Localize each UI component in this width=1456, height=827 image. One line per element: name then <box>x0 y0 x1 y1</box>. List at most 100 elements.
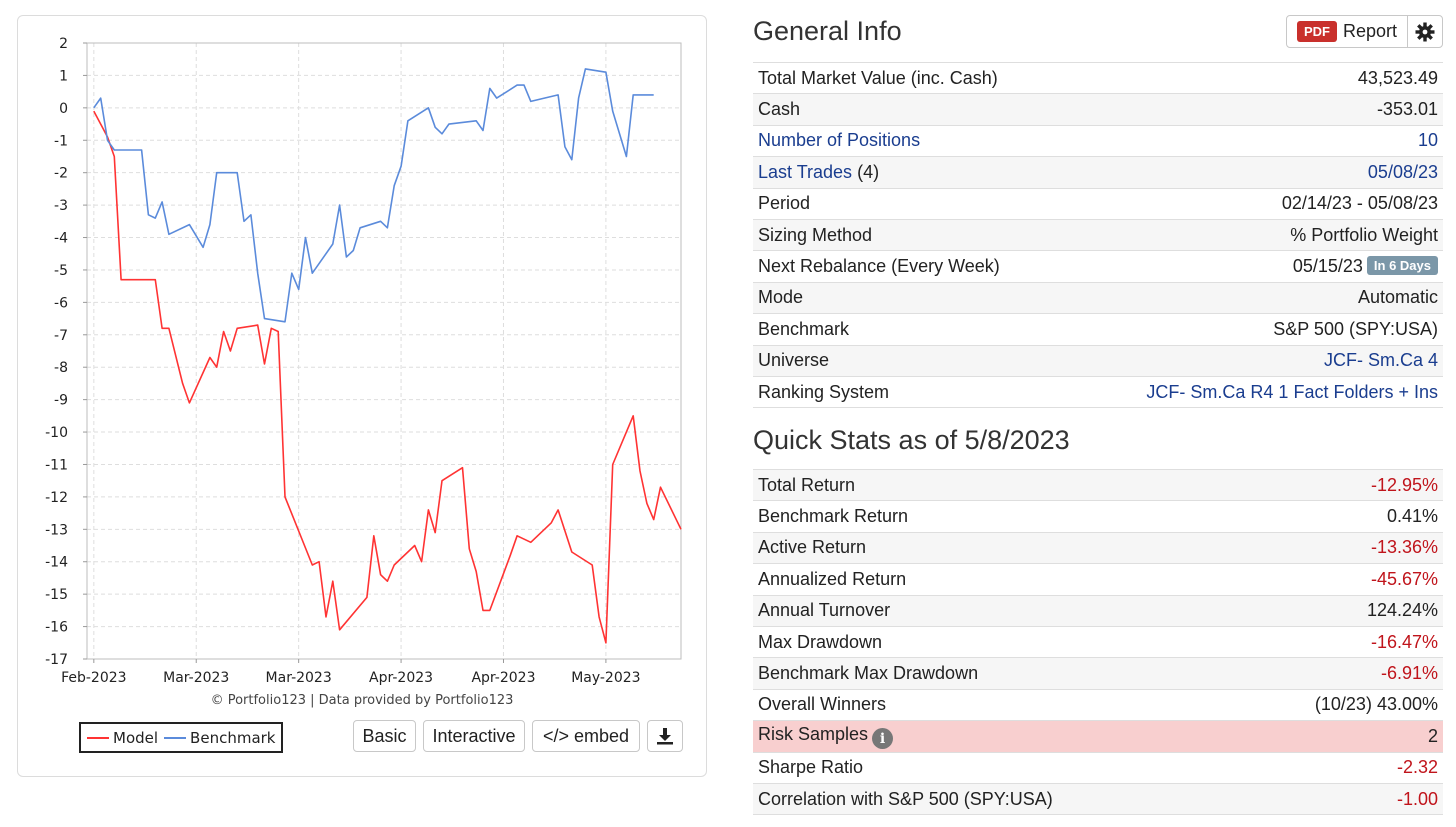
table-row: Annual Turnover 124.24% <box>753 594 1443 627</box>
y-tick-label: -8 <box>54 360 68 376</box>
y-tick-label: -2 <box>54 166 68 182</box>
basic-button[interactable]: Basic <box>353 720 416 752</box>
row-label: Benchmark Max Drawdown <box>753 657 1234 690</box>
row-label: Cash <box>753 93 1067 126</box>
row-value: -2.32 <box>1233 751 1443 784</box>
table-row: Active Return -13.36% <box>753 531 1443 564</box>
gear-icon <box>1415 22 1435 41</box>
table-row: Max Drawdown -16.47% <box>753 625 1443 658</box>
row-label: Sharpe Ratio <box>753 751 1234 784</box>
y-tick-label: -14 <box>45 555 68 571</box>
performance-chart[interactable]: 2 1 0 -1 -2 -3 -4 -5 -6 -7 -8 -9 -10 -11 -12 -13 -14 -15 -… <box>18 16 708 696</box>
table-row: Benchmark Return 0.41% <box>753 500 1443 533</box>
row-value: % Portfolio Weight <box>1066 218 1443 251</box>
row-label: Ranking System <box>753 375 1067 409</box>
row-label: Active Return <box>753 531 1234 564</box>
table-row: Benchmark S&P 500 (SPY:USA) <box>753 313 1443 346</box>
x-tick-label: Apr-2023 <box>369 670 433 686</box>
legend-label-model: Model <box>113 728 159 747</box>
row-value: 43,523.49 <box>1066 61 1443 94</box>
row-value: 0.41% <box>1233 500 1443 533</box>
y-tick-label: -15 <box>45 587 68 603</box>
info-icon[interactable]: i <box>872 728 894 750</box>
row-value: 124.24% <box>1233 594 1443 627</box>
pdf-badge: PDF <box>1296 21 1337 42</box>
pdf-report-button[interactable]: PDF Report <box>1287 16 1407 47</box>
y-tick-label: -3 <box>54 198 68 214</box>
y-tick-label: -9 <box>54 393 68 409</box>
y-tick-label: -5 <box>54 263 68 279</box>
row-value: -1.00 <box>1233 782 1443 816</box>
y-tick-label: -13 <box>45 522 68 538</box>
universe-link[interactable]: JCF- Sm.Ca 4 <box>1323 350 1438 371</box>
table-row: Annualized Return -45.67% <box>753 563 1443 596</box>
quick-stats-table: Total Return -12.95% Benchmark Return 0.… <box>753 468 1443 816</box>
table-row: Total Market Value (inc. Cash) 43,523.49 <box>753 61 1443 94</box>
y-tick-label: -6 <box>54 295 68 311</box>
plot-area <box>86 42 682 660</box>
series-line-model <box>93 110 682 644</box>
chart-series <box>93 68 682 644</box>
row-value: 02/14/23 - 05/08/23 <box>1066 187 1443 220</box>
report-button-group: PDF Report <box>1286 15 1443 48</box>
ranking-system-link[interactable]: JCF- Sm.Ca R4 1 Fact Folders + Ins <box>1146 381 1438 402</box>
last-trades-count: (4) <box>857 161 880 182</box>
y-tick-label: -7 <box>54 328 68 344</box>
row-label: Universe <box>753 344 1067 377</box>
positions-count-link[interactable]: 10 <box>1417 130 1438 151</box>
embed-button[interactable]: </> embed <box>532 720 640 752</box>
row-label: Next Rebalance (Every Week) <box>753 250 1067 283</box>
row-label: Benchmark <box>753 313 1067 346</box>
legend-label-benchmark: Benchmark <box>190 728 276 747</box>
row-value: -13.36% <box>1233 531 1443 564</box>
y-tick-label: 1 <box>59 68 68 84</box>
table-row: Correlation with S&P 500 (SPY:USA) -1.00 <box>753 782 1443 816</box>
x-tick-label: Mar-2023 <box>266 670 332 686</box>
row-value: -353.01 <box>1066 93 1443 126</box>
row-value: -16.47% <box>1233 625 1443 658</box>
chart-panel: 2 1 0 -1 -2 -3 -4 -5 -6 -7 -8 -9 -10 -11 -12 -13 -14 -15 -… <box>17 15 707 777</box>
row-label: Sizing Method <box>753 218 1067 251</box>
table-row: Number of Positions 10 <box>753 124 1443 157</box>
row-value: Automatic <box>1066 281 1443 314</box>
y-tick-label: -17 <box>45 652 68 668</box>
table-row: Cash -353.01 <box>753 93 1443 126</box>
quick-stats-title: Quick Stats as of 5/8/2023 <box>753 425 1070 455</box>
row-label: Risk Samples <box>758 723 869 744</box>
row-value: -12.95% <box>1233 468 1443 501</box>
chart-legend: Model Benchmark <box>79 722 284 753</box>
y-tick-label: -10 <box>45 425 68 441</box>
number-of-positions-link[interactable]: Number of Positions <box>758 130 921 151</box>
x-tick-label: May-2023 <box>571 670 640 686</box>
last-trade-date-link[interactable]: 05/08/23 <box>1367 161 1438 182</box>
y-tick-label: 2 <box>59 36 68 52</box>
row-value: S&P 500 (SPY:USA) <box>1066 313 1443 346</box>
row-label: Annual Turnover <box>753 594 1234 627</box>
table-row: Overall Winners (10/23) 43.00% <box>753 688 1443 721</box>
row-label: Max Drawdown <box>753 625 1234 658</box>
y-tick-label: -1 <box>54 133 68 149</box>
download-button[interactable] <box>647 720 683 752</box>
table-row: Universe JCF- Sm.Ca 4 <box>753 344 1443 377</box>
row-label: Benchmark Return <box>753 500 1234 533</box>
row-label: Period <box>753 187 1067 220</box>
x-axis: Feb-2023 Mar-2023 Mar-2023 Apr-2023 Apr-2023… <box>61 659 641 686</box>
legend-item-benchmark[interactable]: Benchmark <box>164 729 275 747</box>
table-row: Period 02/14/23 - 05/08/23 <box>753 187 1443 220</box>
row-label: Annualized Return <box>753 563 1234 596</box>
table-row: Next Rebalance (Every Week) 05/15/23 In 6… <box>753 250 1443 283</box>
row-label: Correlation with S&P 500 (SPY:USA) <box>753 782 1234 816</box>
y-axis: 2 1 0 -1 -2 -3 -4 -5 -6 -7 -8 -9 -10 -11 -12 -13 -14 -15 -… <box>45 36 87 668</box>
last-trades-link[interactable]: Last Trades <box>758 161 853 182</box>
x-tick-label: Mar-2023 <box>163 670 229 686</box>
legend-item-model[interactable]: Model <box>87 729 158 747</box>
general-info-table: Total Market Value (inc. Cash) 43,523.49… <box>753 61 1443 409</box>
chart-credit: © Portfolio123 | Data provided by Portfo… <box>210 693 514 708</box>
table-row: Risk Samples i 2 <box>753 720 1443 753</box>
interactive-button[interactable]: Interactive <box>423 720 525 752</box>
table-row: Total Return -12.95% <box>753 468 1443 501</box>
row-label: Total Market Value (inc. Cash) <box>753 61 1067 94</box>
report-label: Report <box>1342 21 1398 41</box>
y-tick-label: -16 <box>45 620 68 636</box>
settings-button[interactable] <box>1407 16 1442 47</box>
